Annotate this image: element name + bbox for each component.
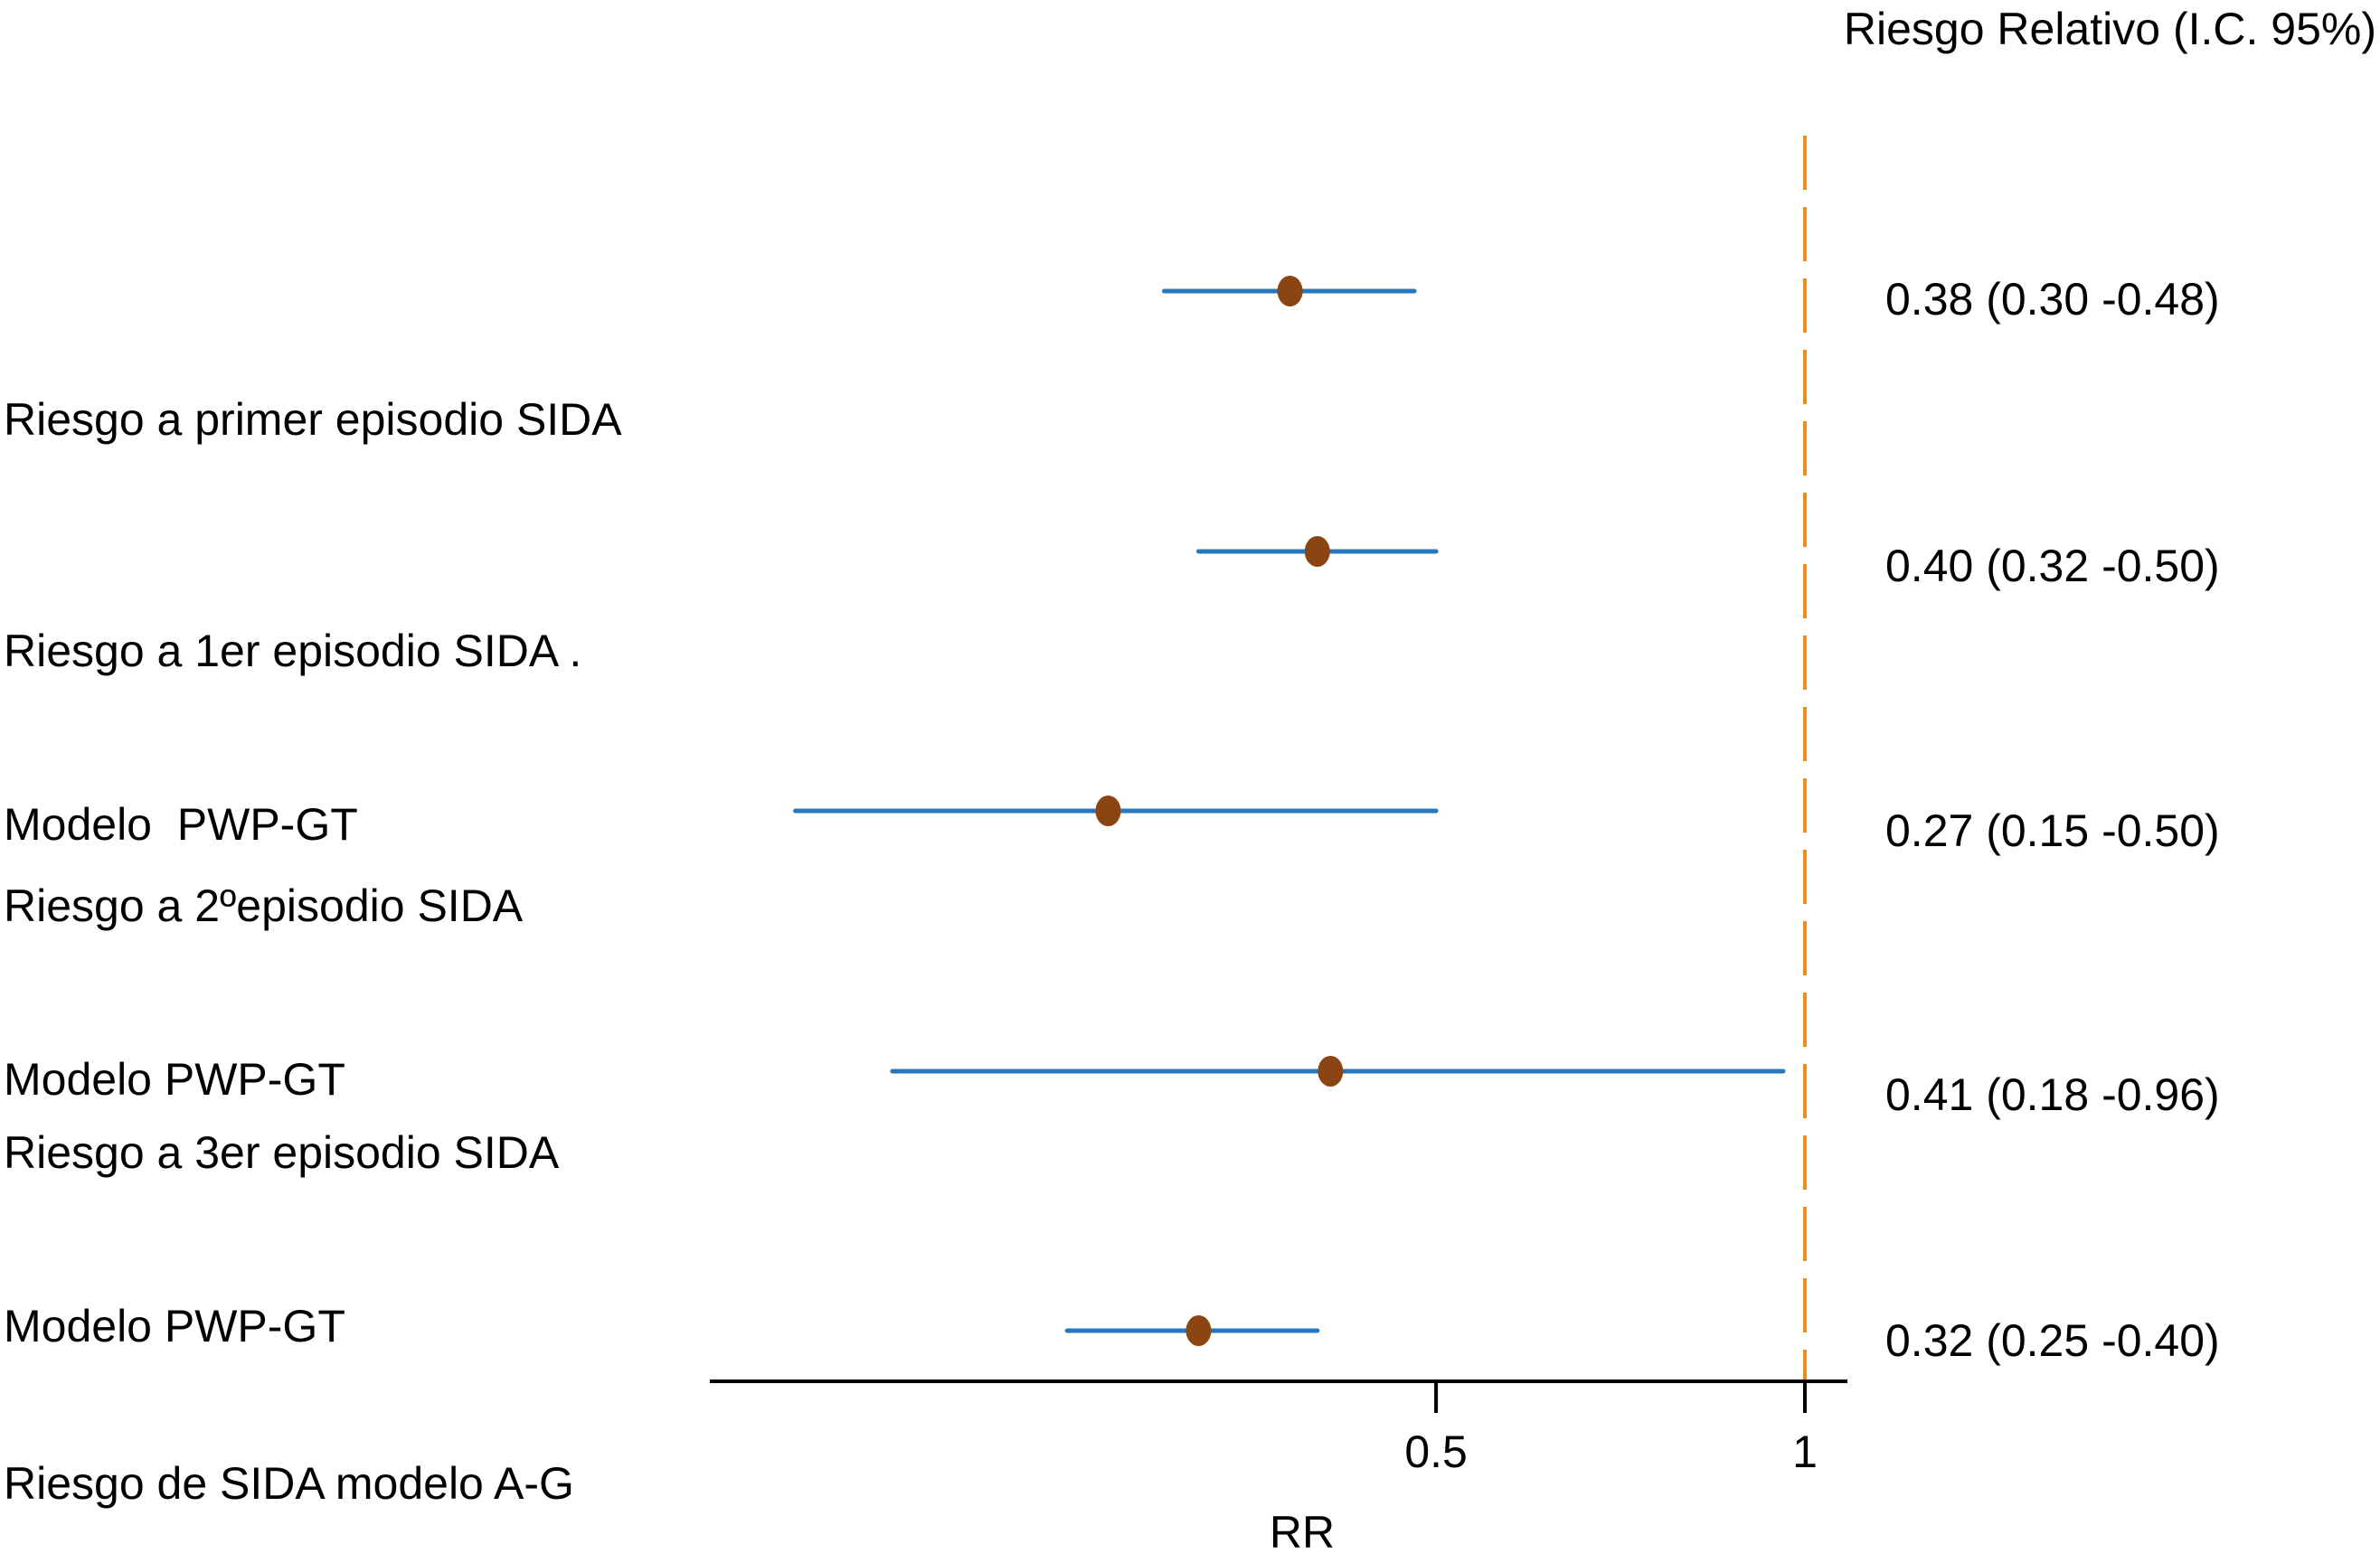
point-estimate [1277,276,1303,306]
row-label-line: Modelo PWP-GT [4,799,358,850]
row-label-line: Riesgo a 1er episodio SIDA . [4,626,582,676]
row-value-4: 0.41 (0.18 -0.96) [1885,1069,2220,1120]
point-estimate [1318,1056,1344,1087]
row-label-line: Riesgo a 2ºepisodio SIDA [4,880,524,931]
x-tick-label-1: 1 [1792,1426,1818,1477]
row-value-3: 0.27 (0.15 -0.50) [1885,805,2220,856]
chart-title: Riesgo Relativo (I.C. 95%) [1843,4,2376,54]
row-label-line: Riesgo a 3er episodio SIDA [4,1127,560,1178]
x-axis-label: RR [1269,1507,1336,1558]
row-value-5: 0.32 (0.25 -0.40) [1885,1315,2220,1366]
row-label-4: Riesgo a 3er episodio SIDA Modelo PWP-GT [4,1008,559,1471]
row-label-1: Riesgo a primer episodio SIDA [4,275,622,680]
point-estimate [1304,536,1330,567]
row-label-5: Riesgo de SIDA modelo A-G [4,1339,574,1563]
row-value-1: 0.38 (0.30 -0.48) [1885,274,2220,325]
row-label-line: Riesgo a primer episodio SIDA [4,394,622,445]
row-label-line: Modelo PWP-GT [4,1054,345,1105]
point-estimate [1095,796,1121,826]
row-value-2: 0.40 (0.32 -0.50) [1885,541,2220,591]
row-label-3: Riesgo a 2ºepisodio SIDA Modelo PWP-GT [4,761,523,1224]
point-estimate [1185,1315,1212,1346]
x-tick-label-05: 0.5 [1404,1426,1468,1477]
row-label-line: Riesgo de SIDA modelo A-G [4,1458,574,1509]
row-label-line: Modelo PWP-GT [4,1301,345,1351]
row-label-2: Riesgo a 1er episodio SIDA . Modelo PWP-… [4,506,581,969]
